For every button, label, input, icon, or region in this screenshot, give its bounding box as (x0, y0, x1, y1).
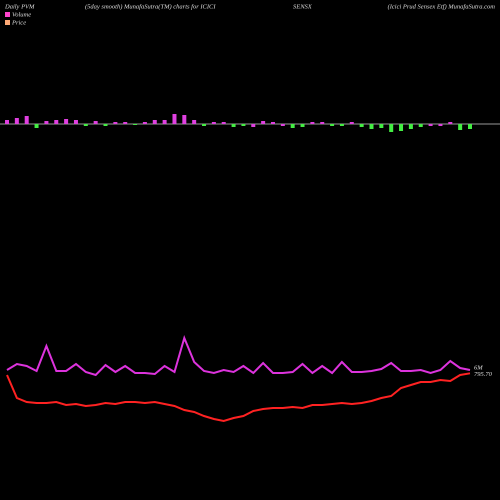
volume-bar (251, 124, 256, 127)
legend-label: Price (11, 19, 26, 26)
volume-bar (54, 120, 59, 124)
volume-bar (310, 122, 315, 124)
volume-bar (359, 124, 364, 127)
volume-bar (93, 121, 98, 124)
volume-bar (64, 119, 69, 124)
volume-bar (133, 124, 138, 125)
volume-bar (73, 120, 78, 124)
chart-title: Daily PVM (4, 3, 35, 10)
volume-bar (330, 124, 335, 126)
volume-bar (468, 124, 472, 129)
volume-bar (172, 114, 177, 124)
legend-swatch (5, 12, 10, 17)
symbol: SENSX (293, 3, 313, 10)
volume-bar (202, 124, 207, 126)
volume-bar (280, 124, 285, 126)
volume-bar (261, 121, 266, 124)
volume-bar (24, 116, 29, 124)
volume-bar (369, 124, 374, 129)
volume-bar (320, 122, 325, 124)
volume-bar (113, 122, 118, 124)
volume-bar (408, 124, 413, 129)
end-label: 6M (474, 364, 483, 371)
end-label: 795.70 (474, 371, 493, 378)
volume-bar (428, 124, 433, 126)
volume-bar (142, 122, 147, 124)
volume-bar (241, 124, 246, 126)
volume-bar (162, 120, 167, 124)
series-line (6, 372, 471, 423)
source: (Icici Prud Sensex Etf) MunafaSutra.com (388, 3, 496, 10)
volume-bar (438, 124, 443, 126)
volume-bar (379, 124, 384, 128)
volume-bar (339, 124, 344, 126)
legend-swatch (5, 20, 10, 25)
volume-bar (5, 120, 9, 124)
volume-bar (44, 121, 49, 124)
volume-bar (152, 120, 157, 124)
volume-bar (418, 124, 423, 127)
volume-bar (123, 122, 128, 124)
volume-bar (103, 124, 108, 126)
volume-bar (192, 120, 197, 124)
chart-subtitle: (5day smooth) MunafaSutra(TM) charts for… (85, 3, 216, 10)
volume-bar (349, 122, 354, 124)
volume-bar (458, 124, 463, 130)
volume-bar (34, 124, 39, 128)
volume-bar (399, 124, 404, 131)
volume-bar (221, 122, 226, 124)
volume-bar (83, 124, 88, 126)
volume-bar (14, 118, 19, 124)
volume-bar (270, 122, 275, 124)
volume-bar (389, 124, 394, 132)
volume-bar (182, 115, 187, 124)
volume-bar (448, 122, 453, 124)
series-line (6, 334, 471, 377)
volume-bar (300, 124, 305, 127)
volume-bar (231, 124, 236, 127)
volume-bar (211, 122, 216, 124)
legend-label: Volume (12, 11, 31, 18)
volume-bar (290, 124, 295, 128)
